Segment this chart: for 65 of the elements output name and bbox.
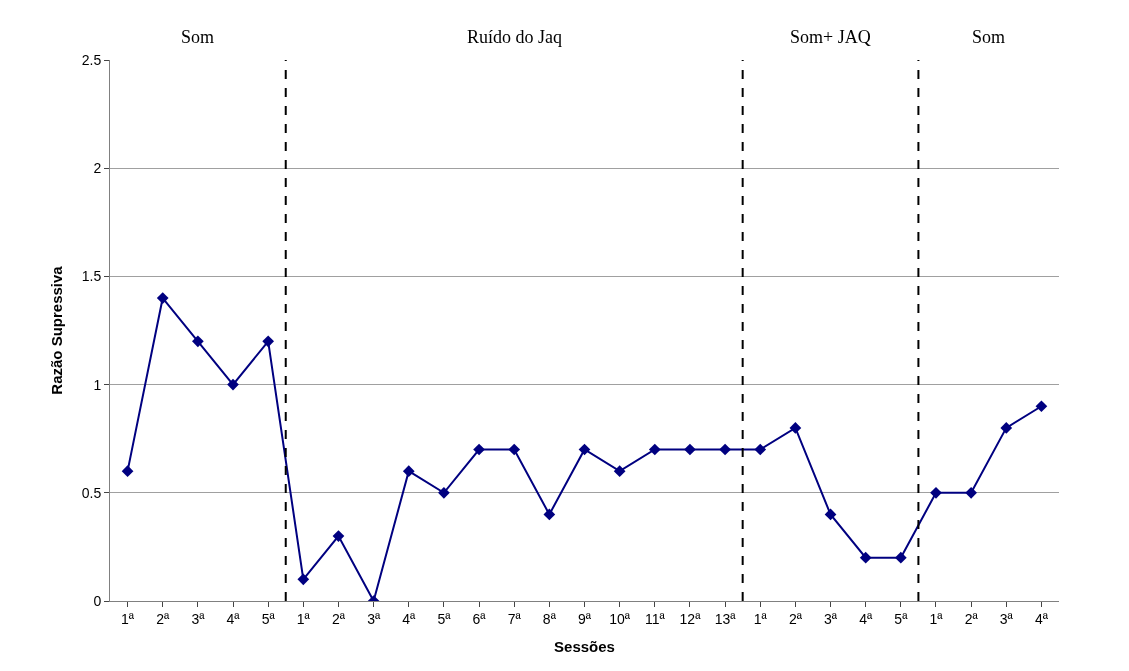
point xyxy=(1000,422,1013,434)
x-tick-label: 4ª xyxy=(859,610,873,627)
text: Som xyxy=(181,27,215,47)
x-tick-label: 12ª xyxy=(679,610,702,627)
x-tick-label: 3ª xyxy=(999,610,1014,627)
point xyxy=(859,551,872,564)
x-tick-label: 2ª xyxy=(156,610,171,627)
point xyxy=(156,292,169,304)
point xyxy=(438,486,450,499)
x-tick-label: 3ª xyxy=(824,610,838,627)
x-tick-label: 13ª xyxy=(714,610,737,627)
point xyxy=(227,378,239,391)
y-tick-label: 1.5 xyxy=(81,268,102,285)
x-tick-label: 1ª xyxy=(296,610,311,627)
point xyxy=(508,443,521,456)
point xyxy=(648,443,661,456)
point xyxy=(297,573,310,586)
x-tick-label: 2ª xyxy=(331,610,346,627)
point xyxy=(192,335,204,348)
x-tick-label: 6ª xyxy=(472,610,487,627)
x-tick-label: 4ª xyxy=(1034,610,1049,627)
x-tick-label: 5ª xyxy=(894,610,909,627)
x-tick-label: 5ª xyxy=(261,610,276,627)
x-tick-label: 5ª xyxy=(437,610,452,627)
x-tick-label: 2ª xyxy=(964,610,979,627)
point xyxy=(473,443,485,456)
point xyxy=(613,465,626,478)
y-axis-title: Razão Supressiva xyxy=(47,265,65,395)
x-tick-label: 3ª xyxy=(191,610,206,627)
x-tick-label: 1ª xyxy=(929,610,944,627)
point xyxy=(578,443,591,456)
x-axis-title: Sessões xyxy=(554,637,615,655)
y-tick-label: 2.5 xyxy=(81,51,102,68)
y-tick-label: 0 xyxy=(93,592,102,609)
point xyxy=(754,443,767,456)
x-tick-label: 10ª xyxy=(609,610,631,627)
x-tick-label: 3ª xyxy=(367,610,381,627)
x-tick-label: 9ª xyxy=(578,610,592,627)
x-tick-label: 1ª xyxy=(121,610,135,627)
x-tick-label: 7ª xyxy=(507,610,522,627)
point xyxy=(930,486,942,499)
x-tick-label: 2ª xyxy=(788,610,803,627)
text: Som xyxy=(972,27,1006,47)
point xyxy=(789,422,802,434)
point xyxy=(332,530,345,542)
y-tick-label: 0.5 xyxy=(81,484,102,501)
x-tick-label: 11ª xyxy=(644,610,666,627)
point xyxy=(684,443,696,456)
point xyxy=(262,335,275,348)
y-tick-label: 2 xyxy=(93,160,102,177)
point xyxy=(965,486,977,499)
x-tick-label: 4ª xyxy=(402,610,417,627)
point xyxy=(824,508,837,521)
point xyxy=(121,465,134,478)
x-tick-label: 1ª xyxy=(753,610,768,627)
x-tick-label: 8ª xyxy=(542,610,557,627)
text: Som+ JAQ xyxy=(790,27,871,47)
point xyxy=(543,508,556,521)
y-tick-label: 1 xyxy=(93,376,102,393)
point xyxy=(719,443,731,456)
point xyxy=(894,551,907,564)
point xyxy=(1035,400,1048,413)
text: Ruído do Jaq xyxy=(467,27,563,47)
point xyxy=(402,465,415,478)
x-tick-label: 4ª xyxy=(226,610,241,627)
